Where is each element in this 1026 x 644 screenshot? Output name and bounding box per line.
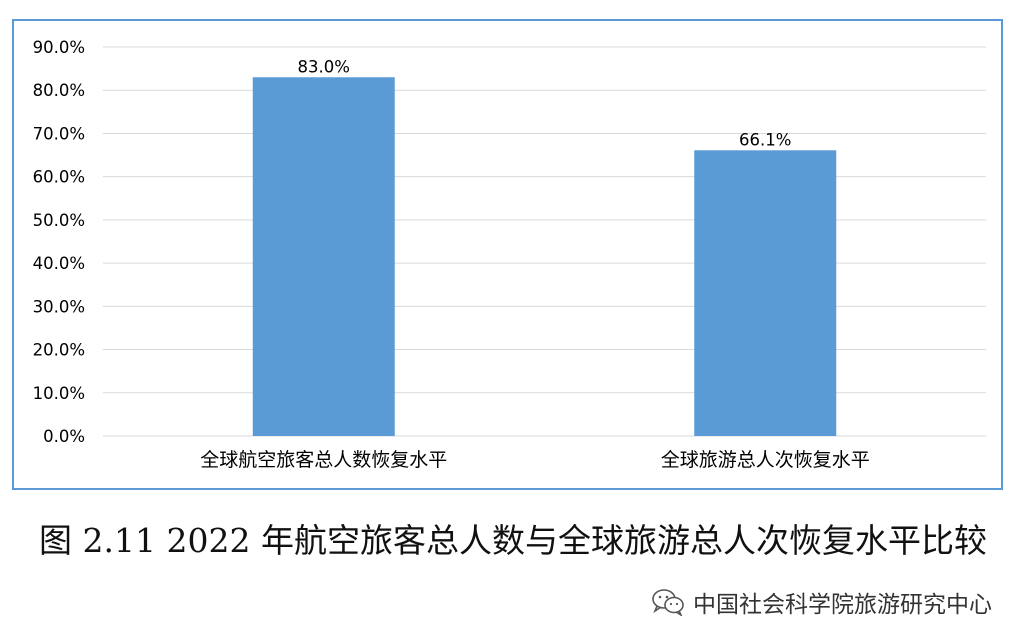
watermark: 中国社会科学院旅游研究中心 (651, 585, 992, 619)
y-tick-label: 80.0% (33, 81, 85, 100)
figure-caption: 图 2.11 2022 年航空旅客总人数与全球旅游总人次恢复水平比较 (39, 521, 987, 560)
data-label: 66.1% (739, 130, 791, 149)
bar (252, 77, 395, 436)
watermark-text: 中国社会科学院旅游研究中心 (693, 592, 992, 618)
y-tick-label: 10.0% (33, 384, 85, 403)
x-category-label: 全球旅游总人次恢复水平 (661, 449, 870, 471)
y-tick-label: 0.0% (43, 427, 85, 446)
y-tick-label: 70.0% (33, 124, 85, 143)
bar-chart: 0.0% 10.0% 20.0% 30.0% 40.0% 50.0% 60.0% 70.0% 8… (33, 38, 986, 471)
y-tick-label: 50.0% (33, 211, 85, 230)
y-tick-label: 40.0% (33, 254, 85, 273)
y-tick-label: 30.0% (33, 297, 85, 316)
wechat-icon (652, 589, 684, 616)
y-tick-label: 90.0% (33, 38, 85, 57)
chart-frame: 0.0% 10.0% 20.0% 30.0% 40.0% 50.0% 60.0% 70.0% 8… (12, 19, 1003, 490)
y-tick-label: 20.0% (33, 341, 85, 360)
data-label: 83.0% (298, 57, 350, 76)
x-category-label: 全球航空旅客总人数恢复水平 (200, 449, 447, 471)
bar (694, 150, 837, 436)
y-tick-label: 60.0% (33, 168, 85, 187)
